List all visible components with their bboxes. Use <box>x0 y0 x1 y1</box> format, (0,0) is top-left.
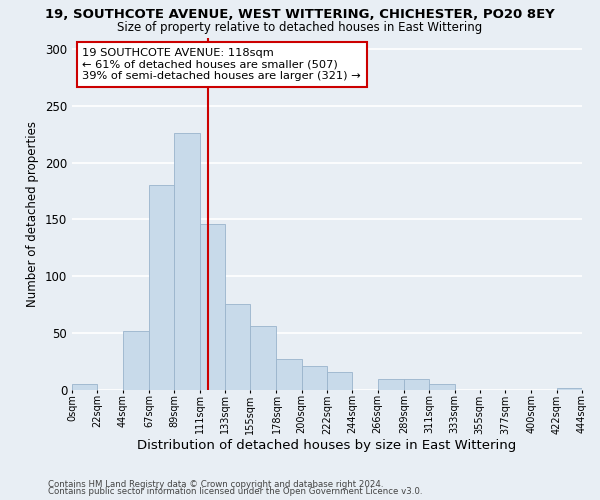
Text: Contains public sector information licensed under the Open Government Licence v3: Contains public sector information licen… <box>48 488 422 496</box>
Text: 19 SOUTHCOTE AVENUE: 118sqm
← 61% of detached houses are smaller (507)
39% of se: 19 SOUTHCOTE AVENUE: 118sqm ← 61% of det… <box>82 48 361 82</box>
Bar <box>225 304 250 390</box>
Bar <box>557 388 582 390</box>
Bar <box>122 331 149 390</box>
Bar <box>199 224 225 390</box>
Text: Contains HM Land Registry data © Crown copyright and database right 2024.: Contains HM Land Registry data © Crown c… <box>48 480 383 489</box>
Bar <box>250 326 277 390</box>
Bar <box>277 360 302 390</box>
Bar <box>429 384 455 390</box>
Bar <box>302 366 327 390</box>
Bar <box>377 378 404 390</box>
Bar <box>174 133 199 390</box>
Y-axis label: Number of detached properties: Number of detached properties <box>26 120 40 306</box>
X-axis label: Distribution of detached houses by size in East Wittering: Distribution of detached houses by size … <box>137 439 517 452</box>
Bar <box>327 372 352 390</box>
Bar <box>404 378 429 390</box>
Bar <box>149 186 174 390</box>
Bar <box>72 384 97 390</box>
Text: 19, SOUTHCOTE AVENUE, WEST WITTERING, CHICHESTER, PO20 8EY: 19, SOUTHCOTE AVENUE, WEST WITTERING, CH… <box>45 8 555 20</box>
Text: Size of property relative to detached houses in East Wittering: Size of property relative to detached ho… <box>118 21 482 34</box>
